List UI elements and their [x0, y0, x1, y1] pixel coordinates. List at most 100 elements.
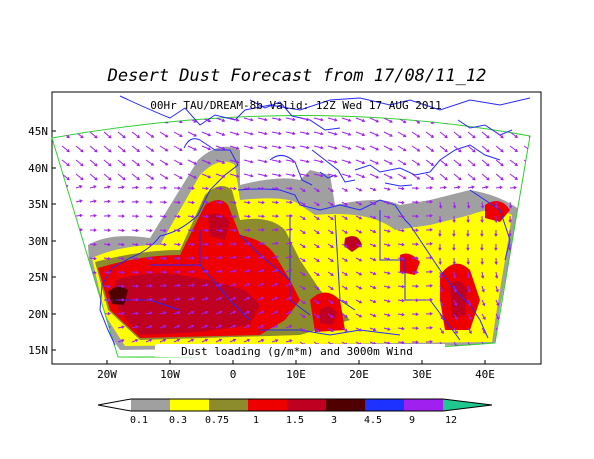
wind-arrow-head: [480, 205, 485, 209]
wind-arrow-head: [79, 199, 83, 203]
wind-arrow-head: [135, 325, 139, 329]
wind-arrow-head: [330, 188, 334, 192]
wind-arrow: [327, 131, 337, 135]
wind-arrow: [481, 131, 490, 139]
wind-arrow: [481, 159, 490, 167]
wind-arrow: [341, 131, 351, 136]
wind-arrow-head: [387, 299, 391, 303]
wind-arrow-head: [415, 312, 419, 316]
wind-arrow: [313, 145, 323, 149]
wind-arrow: [397, 145, 406, 152]
wind-arrow-head: [415, 284, 419, 288]
wind-arrow-head: [415, 186, 419, 190]
wind-arrow: [159, 159, 168, 166]
wind-arrow-head: [348, 174, 352, 178]
wind-arrow-head: [373, 313, 377, 318]
wind-arrow: [159, 243, 166, 246]
wind-arrow: [369, 229, 376, 233]
wind-arrow-head: [107, 199, 111, 204]
wind-arrow-head: [247, 338, 251, 342]
wind-arrow-head: [454, 302, 458, 307]
colorbar-labels: 0.1 0.3 0.75 1 1.5 3 4.5 9 12: [130, 415, 457, 426]
wind-arrow: [131, 271, 139, 274]
wind-arrow: [75, 159, 84, 167]
wind-arrow-head: [177, 242, 181, 247]
wind-arrow: [215, 229, 223, 232]
wind-arrow: [229, 270, 236, 273]
wind-arrow: [481, 285, 485, 292]
wind-arrow-head: [330, 328, 334, 332]
wind-arrow-head: [177, 324, 181, 328]
wind-arrow: [173, 145, 183, 151]
wind-arrow-head: [494, 233, 498, 237]
wind-arrow: [201, 297, 208, 301]
wind-arrow: [425, 131, 434, 138]
wind-arrow-head: [454, 330, 458, 334]
wind-arrow-head: [219, 296, 223, 301]
wind-arrow: [383, 299, 390, 303]
wind-arrow-head: [150, 162, 155, 166]
wind-arrow-head: [219, 269, 223, 273]
colorbar-swatch: [287, 399, 326, 411]
wind-arrow: [467, 186, 474, 189]
wind-arrow: [103, 145, 112, 153]
wind-arrow-head: [438, 205, 443, 209]
wind-arrow: [187, 159, 197, 165]
wind-arrow-head: [373, 201, 377, 206]
wind-arrow-head: [429, 326, 433, 330]
wind-arrow: [145, 257, 153, 260]
wind-arrow: [397, 257, 404, 260]
wind-arrow-head: [261, 255, 265, 259]
wind-arrow-head: [316, 188, 320, 192]
wind-arrow-head: [496, 302, 500, 307]
wind-arrow: [257, 283, 264, 287]
wind-arrow-head: [108, 135, 112, 139]
wind-arrow-head: [93, 199, 97, 203]
wind-arrow-head: [480, 247, 484, 251]
wind-arrow-head: [361, 118, 366, 123]
wind-arrow-head: [316, 216, 320, 220]
wind-arrow: [229, 145, 239, 150]
wind-arrow: [243, 269, 250, 273]
wind-arrow: [159, 131, 168, 138]
wind-arrow-head: [94, 135, 98, 139]
field-label: Dust loading (g/m*m) and 3000m Wind: [181, 345, 413, 358]
wind-arrow-head: [278, 117, 282, 122]
wind-arrow-head: [486, 163, 490, 167]
wind-arrow-head: [221, 160, 226, 164]
wind-arrow: [201, 173, 211, 178]
wind-arrow-head: [344, 230, 348, 234]
wind-arrow-head: [135, 270, 139, 275]
wind-arrow: [327, 117, 337, 121]
wind-arrow-head: [466, 247, 470, 251]
wind-arrow: [509, 159, 518, 166]
wind-arrow: [89, 145, 98, 153]
wind-arrow-head: [191, 228, 195, 233]
wind-arrow-head: [316, 328, 320, 332]
wind-arrow-head: [438, 219, 442, 223]
colorbar-swatch: [326, 399, 365, 411]
wind-arrow: [243, 324, 250, 329]
wind-arrow-head: [165, 176, 169, 180]
wind-arrow: [145, 173, 154, 180]
wind-arrow-head: [292, 173, 296, 178]
wind-arrow-head: [429, 228, 433, 232]
wind-arrow: [131, 145, 140, 152]
wind-arrow: [61, 173, 70, 180]
wind-arrow: [509, 173, 518, 180]
wind-arrow: [201, 201, 208, 204]
wind-arrow-head: [233, 228, 237, 232]
wind-arrow-head: [205, 186, 209, 191]
wind-arrow-head: [250, 174, 254, 178]
wind-arrow: [145, 131, 154, 138]
wind-arrow: [397, 271, 404, 274]
wind-arrow-head: [165, 134, 169, 138]
wind-arrow: [257, 159, 267, 163]
wind-arrow: [89, 257, 96, 260]
wind-arrow: [369, 285, 376, 289]
wind-arrow-head: [288, 296, 293, 300]
wind-arrow: [495, 285, 499, 292]
wind-arrow-head: [135, 185, 139, 190]
wind-arrow: [355, 145, 365, 150]
wind-arrow-head: [344, 286, 348, 290]
